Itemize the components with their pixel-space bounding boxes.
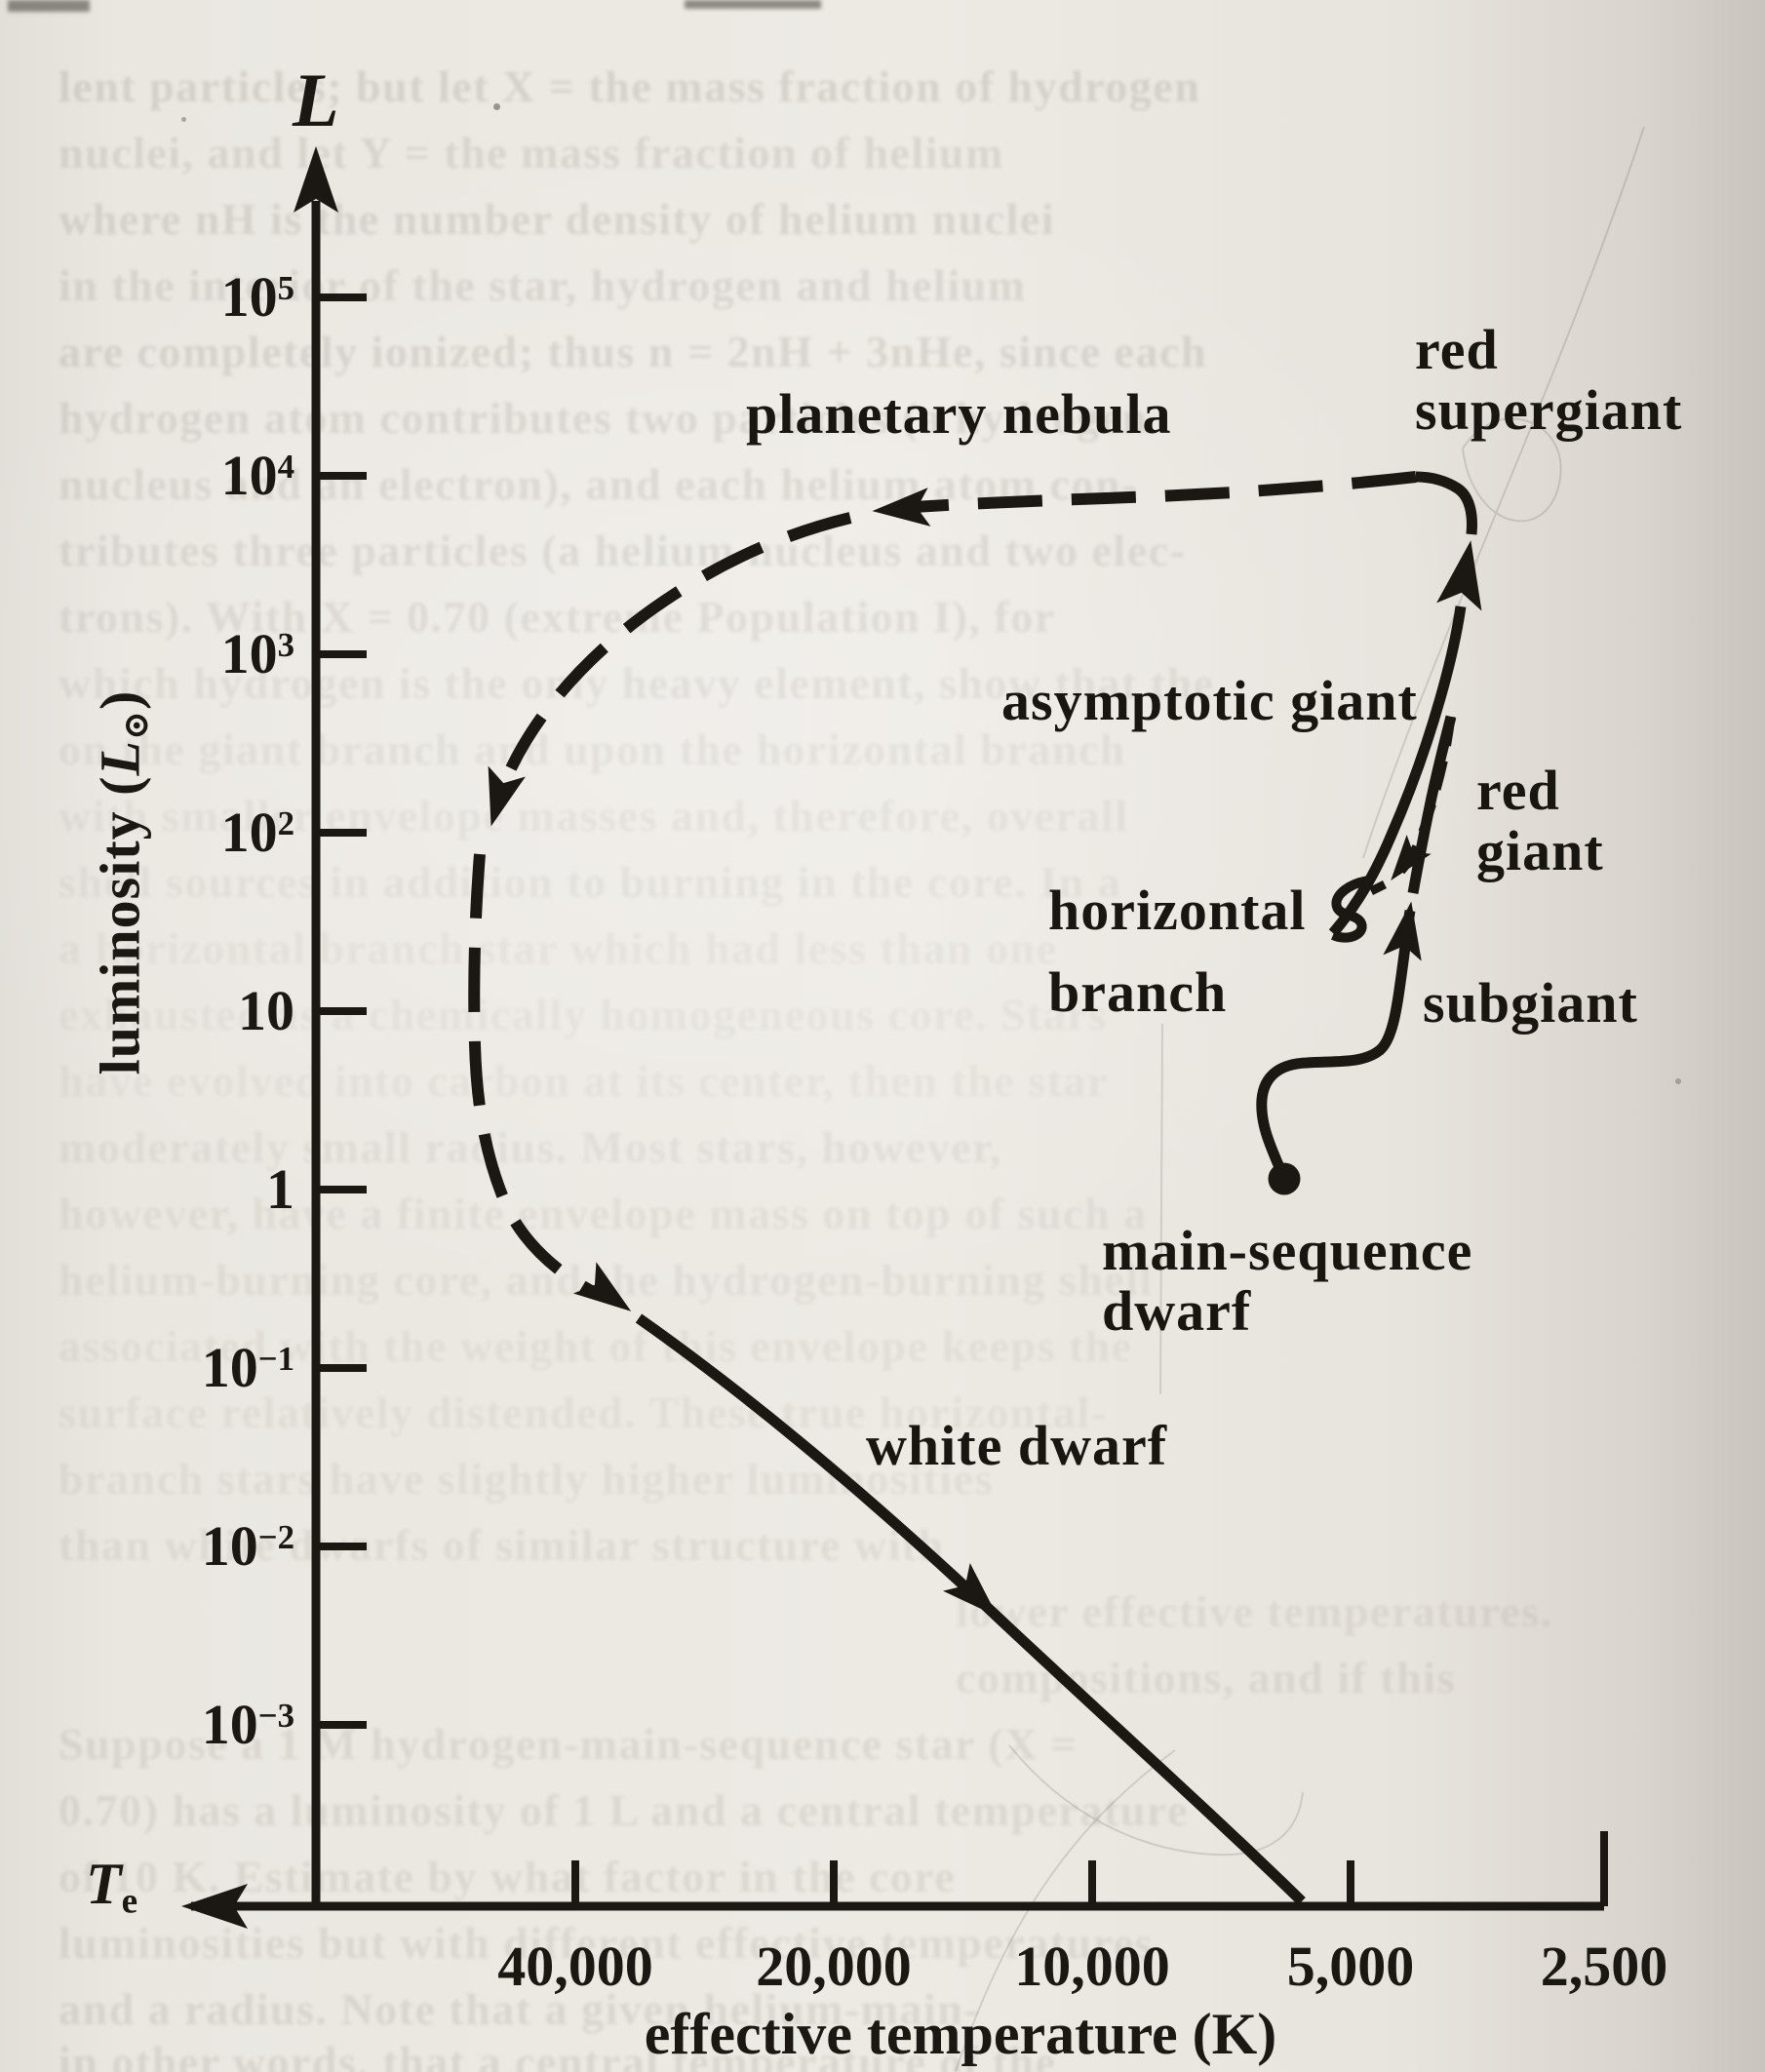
label-planetary-nebula: planetary nebula <box>746 382 1172 446</box>
agb-top-track <box>1415 471 1477 535</box>
y-tick-label: 10 <box>238 979 294 1042</box>
scan-speck <box>1675 1078 1681 1084</box>
y-tick-label: 102 <box>220 801 294 864</box>
label-main-sequence-dwarf: main-sequence dwarf <box>1102 1219 1473 1343</box>
label-red-supergiant: red supergiant <box>1415 318 1683 442</box>
x-axis-symbol: Te <box>86 1852 138 1922</box>
label-subgiant: subgiant <box>1423 971 1638 1035</box>
hairline-artifacts <box>955 126 1645 2072</box>
x-tick-label: 2,500 <box>1540 1935 1668 1998</box>
agb-arrowhead-icon <box>1436 537 1493 610</box>
helium-flash-track-end <box>1368 880 1388 896</box>
x-tick-label: 5,000 <box>1286 1935 1415 1998</box>
x-tick-label: 20,000 <box>756 1935 912 1998</box>
asymptotic-giant-track <box>1328 606 1467 937</box>
y-tick-label: 103 <box>220 622 294 685</box>
page-edge-smudge <box>685 0 821 9</box>
page-edge-smudge <box>8 0 90 12</box>
y-tick-label: 10−2 <box>201 1514 294 1578</box>
x-axis-title: effective temperature (K) <box>644 2002 1277 2066</box>
pn-to-white-dwarf-track <box>505 512 852 771</box>
scan-speck <box>181 117 186 122</box>
axes <box>181 146 1608 1929</box>
y-tick-label: 10−3 <box>201 1693 294 1756</box>
scan-speck <box>493 103 500 110</box>
y-tick-label: 10−1 <box>201 1336 294 1399</box>
label-red-giant: red giant <box>1476 759 1604 882</box>
subgiant-track <box>1256 910 1416 1182</box>
descent-arrowhead-icon <box>473 766 526 831</box>
white-dwarf-track <box>635 1313 1306 1905</box>
label-asymptotic-giant: asymptotic giant <box>1001 669 1418 732</box>
y-axis-ticks <box>316 293 367 1729</box>
descent-track <box>468 853 602 1301</box>
x-tick-label: 10,000 <box>1014 1935 1170 1998</box>
y-tick-label: 104 <box>220 444 294 507</box>
x-tick-label: 40,000 <box>497 1935 653 1998</box>
x-axis-ticks <box>571 1831 1608 1906</box>
y-tick-label: 1 <box>266 1157 294 1221</box>
y-tick-label: 105 <box>220 265 294 329</box>
label-white-dwarf: white dwarf <box>866 1414 1168 1477</box>
planetary-nebula-track <box>896 471 1417 514</box>
white-dwarf-start-arrowhead-icon <box>574 1263 642 1326</box>
evolutionary-track <box>468 471 1493 1905</box>
label-horizontal-branch: horizontal branch <box>1048 879 1307 1024</box>
y-axis-symbol: L <box>293 58 339 142</box>
